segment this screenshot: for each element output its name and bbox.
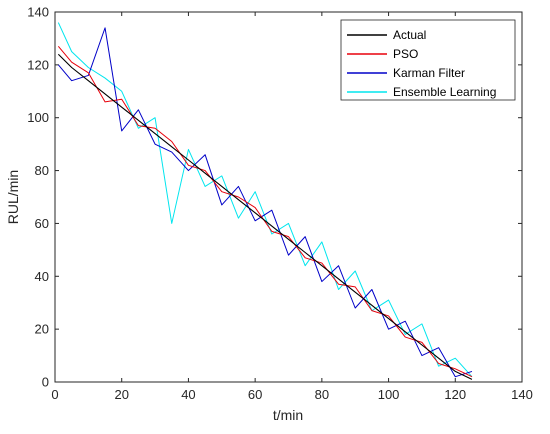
legend-label: Ensemble Learning [393,85,496,99]
axis-ticks: 0 20 40 60 80 100 120 140 0 20 40 60 80 100 120 140 [27,5,533,403]
legend-box [340,19,516,101]
legend: Actual PSO Karman Filter Ensemble Learning [340,19,516,101]
series-line-actual [57,53,473,380]
x-tick-label: 120 [444,387,466,402]
y-tick-label: 0 [42,375,49,390]
y-tick-label: 40 [35,269,49,284]
y-tick-label: 100 [27,110,49,125]
series-layer [57,22,473,380]
y-tick-label: 80 [35,163,49,178]
y-tick-label: 60 [35,216,49,231]
legend-label: Actual [393,28,426,42]
legend-label: PSO [393,47,418,61]
x-tick-label: 100 [378,387,400,402]
legend-label: Karman Filter [393,66,465,80]
y-tick-label: 140 [27,5,49,20]
x-tick-label: 40 [181,387,195,402]
series-line-ensemble-learning [57,22,473,378]
y-tick-label: 20 [35,322,49,337]
x-tick-label: 80 [315,387,329,402]
x-tick-label: 0 [51,387,58,402]
x-tick-label: 140 [511,387,533,402]
y-tick-label: 120 [27,57,49,72]
x-tick-label: 20 [114,387,128,402]
y-axis-label: RUL/min [5,170,21,224]
series-line-karman-filter [57,27,473,378]
x-axis-label: t/min [273,407,303,423]
x-tick-label: 60 [248,387,262,402]
